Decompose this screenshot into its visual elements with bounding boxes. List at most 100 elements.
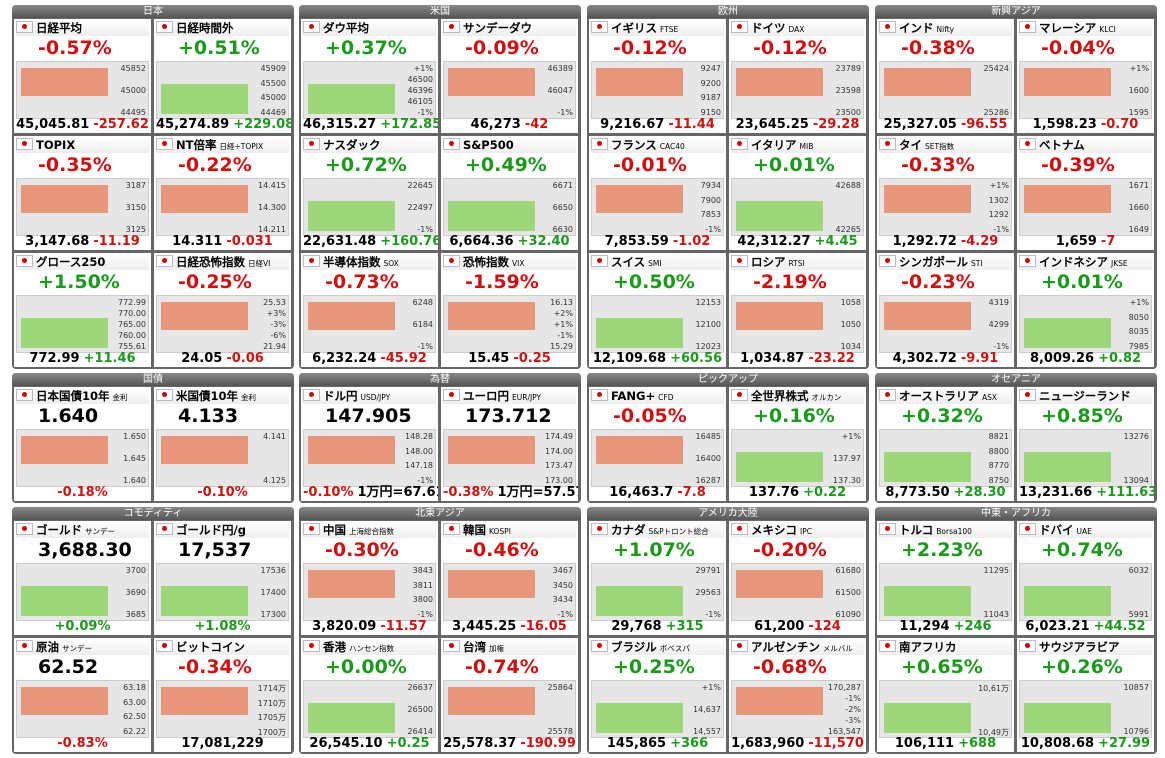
axis-label: 45000 [260,93,286,103]
headline: -1.59% [465,271,539,293]
market-card[interactable]: 半導体指数 SOX -0.73% 6248 6184 -1% 6,232.24 -45.92 [301,253,438,367]
footer-value: 24.05 [181,351,223,366]
mini-chart: 8821 8800 8770 8750 [879,429,1012,487]
market-card[interactable]: サウジアラビア +0.26% 10857 10796 10,808.68 +27.99 [1017,638,1154,752]
market-card[interactable]: シンガポール STI -0.23% 4319 4299 -1% 4,302.72 -9.91 [877,253,1014,367]
market-card[interactable]: タイ SET指数 -0.33% +1% 1302 1292 -1% 1,292.72 -4.29 [877,136,1014,250]
axis-label: 6671 [552,181,573,190]
market-card[interactable]: ダウ平均 +0.37% +1% 46500 46396 46105 -1% 46,315.27… [301,19,438,133]
card-sub-name: SOX [383,259,399,268]
market-card[interactable]: ニュージーランド +0.85% 13276 13094 13,231.66 +111.63 [1017,387,1154,501]
axis-label: 6184 [412,320,433,329]
market-card[interactable]: インド Nifty -0.38% 25424 25286 25,327.05 -96.55 [877,19,1014,133]
market-card[interactable]: イギリス FTSE -0.12% 9247 9200 9187 9150 9,216.67 -1… [589,19,726,133]
footer-value: 8,773.50 [885,485,950,500]
market-card[interactable]: 南アフリカ +0.65% 10,61万 10,49万 106,111 +688 [877,638,1014,752]
mini-chart: 63.18 63.00 62.50 62.22 [16,680,149,738]
market-card[interactable]: ゴールド サンデー 3,688.30 3700 3690 3685 +0.09% [14,521,151,635]
market-card[interactable]: インドネシア JKSE +0.01% +1% 8050 8035 7985 8,009.26 +… [1017,253,1154,367]
market-card[interactable]: 日本国債10年 金利 1.640 1.650 1.645 1.640 -0.18% [14,387,151,501]
flag-icon [156,138,173,150]
footer-value: -11.44 [668,117,715,132]
market-card[interactable]: イタリア MIB +0.01% 42688 42265 42,312.27 +4.45 [729,136,866,250]
market-card[interactable]: 台湾 加権 -0.74% 25864 25578 25,578.37 -190.99 [441,638,578,752]
market-card[interactable]: ブラジル ボベスパ +0.25% +1% 14,637 14,557 145,865 +366 [589,638,726,752]
card-sub-name: 加権 [489,644,504,653]
market-card[interactable]: ドイツ DAX -0.12% 23789 23598 23500 23,645.25 -29.… [729,19,866,133]
market-card[interactable]: ロシア RTSI -2.19% 1058 1050 1034 1,034.87 -23.22 [729,253,866,367]
market-card[interactable]: NT倍率 日経÷TOPIX -0.22% 14.415 14.300 14.211 14.3… [154,136,291,250]
flag-icon [303,21,320,33]
group-title: コモディティ [12,507,294,520]
footer-value: -1.02 [672,234,711,249]
market-card[interactable]: 香港 ハンセン指数 +0.00% 26637 26500 26414 26,545.10 +0… [301,638,438,752]
axis-label: +1% [1129,64,1149,73]
market-card[interactable]: アルゼンチン メルバル -0.68% 170,287 -1% -2% -3% 163,547 1… [729,638,866,752]
axis-label: 45852 [120,64,146,73]
card-name-row: 米国債10年 金利 [156,388,289,404]
market-card[interactable]: TOPIX -0.35% 3187 3150 3125 3,147.68 -11.19 [14,136,151,250]
chart-area-fill [596,68,683,96]
footer-value: 61,200 [754,619,805,634]
footer-value: -11,570 [808,736,864,751]
card-name-row: マレーシア KLCI [1019,20,1152,36]
card-name: ブラジル [611,640,657,654]
card-name: ドル円 [323,389,358,403]
chart-area-fill [596,436,683,464]
card-name: インド [899,21,934,35]
chart-area-fill [1024,68,1111,96]
market-card[interactable]: マレーシア KLCI -0.04% +1% 1600 1595 1,598.23 -0.70 [1017,19,1154,133]
axis-label: 8035 [1128,327,1149,337]
card-footer: +1.08% [154,619,291,634]
footer-value: +315 [665,619,704,634]
footer-value: 22,631.48 [303,234,377,249]
axis-label: 23598 [835,86,861,95]
market-card[interactable]: 全世界株式 オルカン +0.16% +1% 137.97 137.30 137.76 +0.2… [729,387,866,501]
market-card[interactable]: ユーロ円 EUR/JPY 173.712 174.49 174.00 173.47 173.… [441,387,578,501]
market-card[interactable]: ドバイ UAE +0.74% 6032 5991 6,023.21 +44.52 [1017,521,1154,635]
market-card[interactable]: S&P500 +0.49% 6671 6650 6630 6,664.36 +32.40 [441,136,578,250]
market-card[interactable]: ナスダック +0.72% 22645 22497 -1% 22,631.48 +160.76 [301,136,438,250]
headline: +0.74% [1041,539,1123,561]
card-name: 恐怖指数 [463,255,509,269]
card-sub-name: S&Pトロント総合 [648,527,709,536]
chart-area-fill [884,68,971,96]
market-card[interactable]: 日経恐怖指数 日経VI -0.25% 25.53 +3% -3% -6% 21.94 24.05… [154,253,291,367]
card-footer: 6,232.24 -45.92 [301,351,438,366]
market-card[interactable]: ビットコイン -0.34% 1714万 1710万 1705万 1700万 17,081,2… [154,638,291,752]
market-card[interactable]: 日経平均 -0.57% 45852 45000 44495 45,045.81 -257.6… [14,19,151,133]
market-card[interactable]: トルコ Borsa100 +2.23% 11295 11043 11,294 +246 [877,521,1014,635]
mini-chart: 7934 7900 7853 -1% [591,178,724,236]
headline: +0.01% [1041,271,1123,293]
market-card[interactable]: サンデーダウ -0.09% 46389 46047 -1% 46,273 -42 [441,19,578,133]
card-sub-name: ASX [981,393,997,402]
market-card[interactable]: 日経時間外 +0.51% 45909 45500 45000 44469 45,274.89… [154,19,291,133]
market-card[interactable]: フランス CAC40 -0.01% 7934 7900 7853 -1% 7,853.59 -1… [589,136,726,250]
market-card[interactable]: スイス SMI +0.50% 12153 12100 12023 12,109.68 +60.… [589,253,726,367]
card-sub-name: USD/JPY [360,393,391,402]
market-card[interactable]: 原油 サンデー 62.52 63.18 63.00 62.50 62.22 -0.83% [14,638,151,752]
market-card[interactable]: カナダ S&Pトロント総合 +1.07% 29791 29563 -1% 29,768 +31… [589,521,726,635]
axis-label: 14,557 [693,727,721,736]
market-card[interactable]: ベトナム -0.39% 1671 1660 1649 1,659 -7 [1017,136,1154,250]
card-footer: 25,327.05 -96.55 [877,117,1014,132]
market-card[interactable]: ドル円 USD/JPY 147.905 148.28 148.00 147.18 -1% -0… [301,387,438,501]
market-card[interactable]: オーストラリア ASX +0.32% 8821 8800 8770 8750 8,773.50… [877,387,1014,501]
market-card[interactable]: 中国 上海総合指数 -0.30% 3843 3811 3800 -1% 3,820.09 -11… [301,521,438,635]
market-card[interactable]: 米国債10年 金利 4.133 4.141 4.125 -0.10% [154,387,291,501]
footer-value: 29,768 [611,619,662,634]
axis-label: 26637 [407,683,433,692]
market-card[interactable]: 韓国 KOSPI -0.46% 3467 3450 3434 -1% 3,445.25 -16.… [441,521,578,635]
flag-icon [879,255,896,267]
axis-label: 17536 [260,566,286,575]
chart-area-fill [448,201,535,231]
market-card[interactable]: メキシコ IPC -0.20% 61680 61500 61090 61,200 -124 [729,521,866,635]
chart-area-fill [161,302,248,330]
card-sub-name: MIB [799,142,814,151]
market-card[interactable]: グロース250 +1.50% 772.99 770.00 765.00 760.00 755… [14,253,151,367]
footer-value: +32.40 [517,234,570,249]
card-footer: 7,853.59 -1.02 [589,234,726,249]
market-card[interactable]: 恐怖指数 VIX -1.59% 16.13 +2% +1% -1% 15.29 15.45 -0.… [441,253,578,367]
market-card[interactable]: FANG+ CFD -0.05% 16485 16400 16287 16,463.7 -7.… [589,387,726,501]
market-card[interactable]: ゴールド円/g 17,537 17536 17400 17300 +1.08% [154,521,291,635]
